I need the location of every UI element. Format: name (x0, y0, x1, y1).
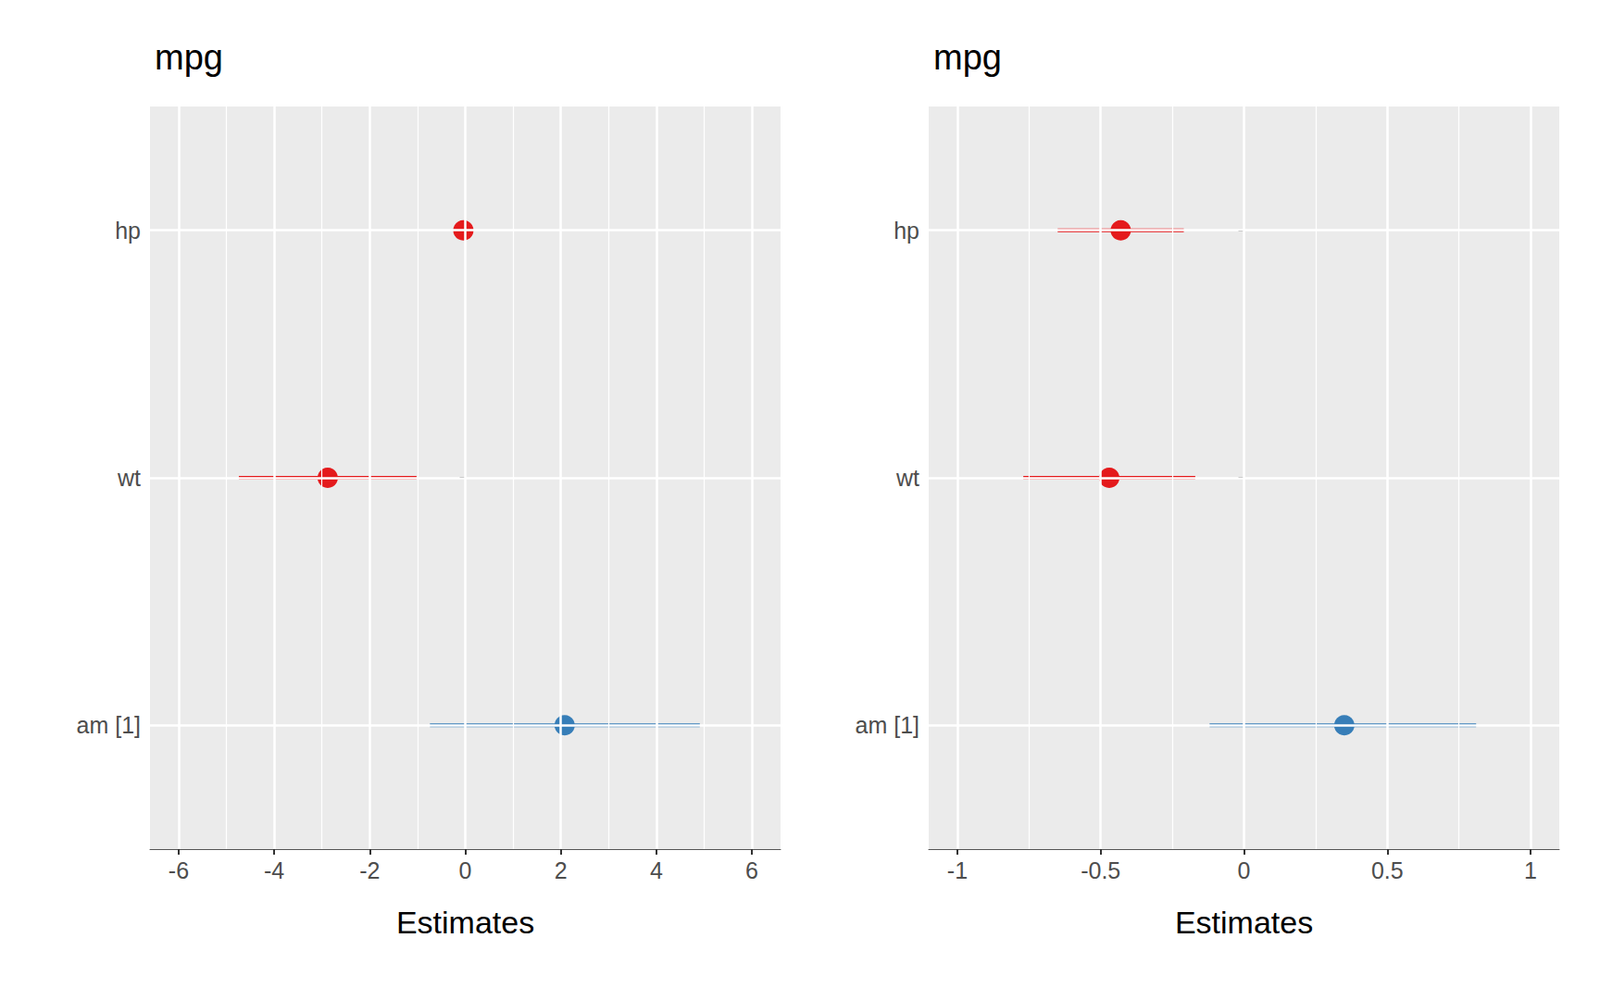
svg-text:mpg: mpg (933, 37, 1002, 77)
svg-text:-6: -6 (168, 857, 189, 884)
svg-text:hp: hp (893, 217, 920, 244)
svg-text:-2: -2 (359, 857, 380, 884)
svg-text:wt: wt (116, 464, 141, 491)
svg-text:1: 1 (1524, 857, 1538, 884)
svg-text:mpg: mpg (154, 37, 224, 77)
svg-text:hp: hp (114, 217, 141, 244)
svg-text:4: 4 (650, 857, 663, 884)
svg-text:-4: -4 (263, 857, 285, 884)
svg-text:0: 0 (459, 857, 473, 884)
svg-text:0.5: 0.5 (1371, 857, 1404, 884)
svg-text:wt: wt (895, 464, 920, 491)
svg-text:am [1]: am [1] (76, 712, 141, 738)
svg-text:am [1]: am [1] (855, 712, 920, 738)
svg-text:2: 2 (554, 857, 568, 884)
svg-text:0: 0 (1237, 857, 1251, 884)
svg-text:6: 6 (745, 857, 759, 884)
svg-text:-1: -1 (947, 857, 968, 884)
svg-text:Estimates: Estimates (396, 904, 535, 940)
svg-text:Estimates: Estimates (1175, 904, 1313, 940)
svg-text:-0.5: -0.5 (1080, 857, 1121, 884)
